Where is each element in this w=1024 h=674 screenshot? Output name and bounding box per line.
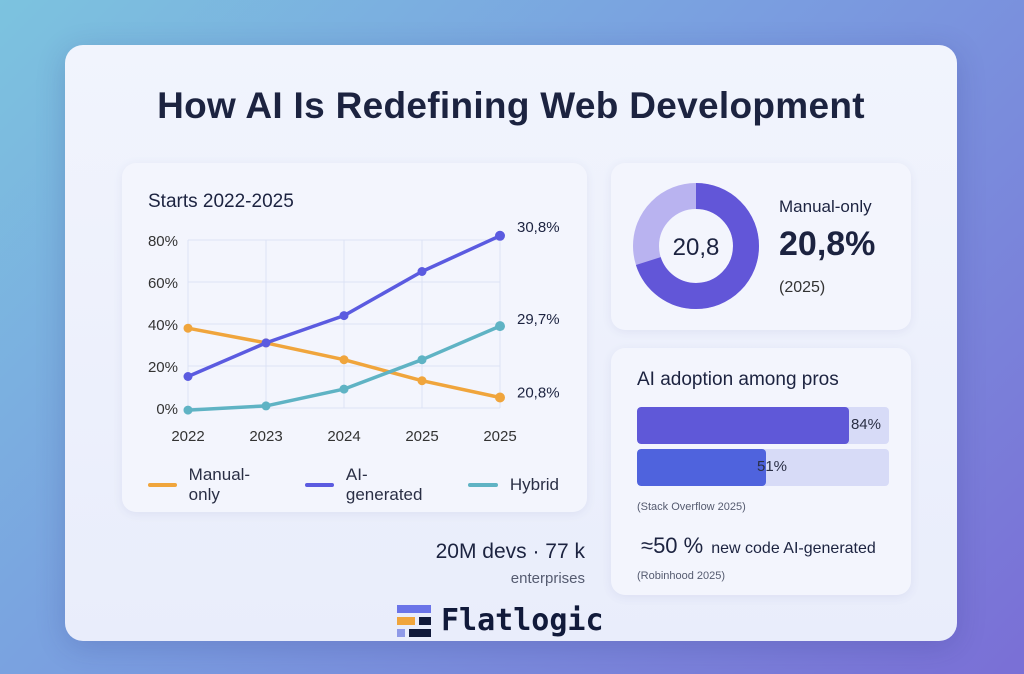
bar-label: 84%	[850, 416, 881, 433]
source-stack-overflow: (Stack Overflow 2025)	[637, 501, 746, 513]
adoption-bar-1: 84%	[637, 407, 889, 444]
y-tick-label: 40%	[148, 317, 178, 334]
adoption-card: AI adoption among pros 84% 51% (Stack Ov…	[611, 348, 911, 595]
data-point	[417, 267, 427, 276]
donut-chart: 20,8	[633, 183, 759, 309]
stat-devs: 20M devs · 77 k	[435, 540, 585, 563]
infographic-card: How AI Is Redefining Web Development Sta…	[65, 45, 957, 641]
page-title: How AI Is Redefining Web Development	[157, 85, 865, 126]
data-point	[183, 372, 193, 381]
logo-text: Flatlogic	[441, 603, 604, 638]
x-tick-label: 2023	[249, 428, 282, 445]
line-chart: 0% 20% 40% 60% 80% 2022 2023 2024 2025 2025 20,8% 3…	[148, 219, 560, 445]
developer-stat: 20M devs · 77 k enterprises	[425, 540, 585, 587]
donut-year: (2025)	[779, 279, 826, 296]
adoption-title: AI adoption among pros	[637, 369, 839, 390]
data-point	[339, 311, 349, 321]
legend-label: AI-generated	[345, 465, 423, 504]
donut-title: Manual-only	[779, 197, 872, 216]
legend-label: Manual-only	[188, 465, 251, 504]
source-robinhood: (Robinhood 2025)	[637, 570, 726, 582]
donut-value: 20,8%	[779, 225, 876, 263]
y-tick-label: 60%	[148, 275, 178, 292]
bar-fill	[637, 407, 849, 444]
ai-code-percent: ≈50 %	[641, 533, 704, 558]
data-point	[417, 376, 427, 386]
logo-icon	[397, 604, 431, 637]
data-point	[495, 230, 505, 241]
data-point	[417, 355, 427, 365]
line-chart-card: Starts 2022-2025 0% 20% 40% 60% 80% 2022 2023 2…	[122, 163, 587, 512]
ai-code-stat: ≈50 % new code AI-generated	[641, 533, 876, 559]
donut-center-label: 20,8	[673, 234, 720, 261]
x-tick-label: 2025	[405, 428, 438, 445]
chart-legend: Manual-only AI-generated Hybrid	[148, 465, 587, 505]
bar-label: 51%	[757, 458, 788, 475]
y-tick-label: 80%	[148, 233, 178, 250]
legend-label: Hybrid	[509, 475, 559, 494]
x-tick-label: 2022	[171, 428, 204, 445]
end-label: 29,7%	[517, 311, 560, 328]
chart-title: Starts 2022-2025	[148, 191, 294, 212]
legend-item-hybrid: Hybrid	[467, 465, 559, 505]
donut-main	[633, 183, 759, 309]
legend-item-ai: AI-generated	[305, 465, 440, 505]
data-point	[261, 338, 271, 348]
flatlogic-logo: Flatlogic	[397, 603, 604, 638]
y-tick-label: 0%	[156, 401, 178, 418]
data-point	[261, 401, 271, 411]
data-point	[495, 321, 505, 332]
bar-fill	[637, 449, 766, 486]
end-label: 20,8%	[517, 385, 560, 402]
data-point	[183, 323, 193, 333]
legend-item-manual: Manual-only	[148, 465, 277, 505]
end-label: 30,8%	[517, 219, 560, 236]
donut-card: 20,8 Manual-only 20,8% (2025)	[611, 163, 911, 330]
data-point	[183, 405, 193, 415]
x-tick-label: 2025	[483, 428, 516, 445]
y-tick-label: 20%	[148, 359, 178, 376]
x-tick-label: 2024	[327, 428, 360, 445]
data-point	[339, 355, 349, 365]
ai-code-text: new code AI-generated	[711, 540, 876, 557]
data-point	[495, 392, 505, 403]
data-point	[339, 384, 349, 394]
adoption-bar-2: 51%	[637, 449, 889, 486]
stat-enterprises: enterprises	[510, 570, 585, 587]
